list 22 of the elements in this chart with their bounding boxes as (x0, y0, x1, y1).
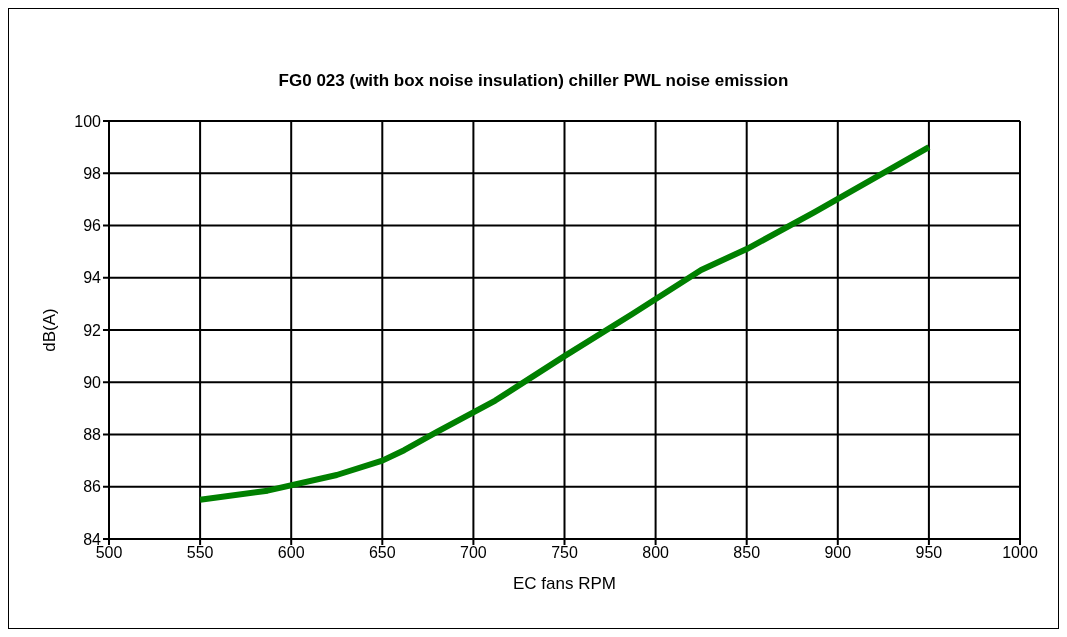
x-tick-label: 950 (915, 544, 943, 562)
y-tick-label: 86 (83, 478, 102, 496)
x-tick-label: 800 (642, 544, 670, 562)
y-tick-label: 94 (83, 269, 102, 287)
x-tick-label: 600 (277, 544, 305, 562)
x-tick-label: 750 (551, 544, 578, 562)
x-tick-label: 500 (95, 544, 123, 562)
x-tick-label: 1000 (1002, 544, 1038, 562)
x-tick-label: 550 (186, 544, 214, 562)
x-tick-label: 700 (460, 544, 487, 562)
y-tick-label: 88 (83, 426, 102, 444)
y-tick-label: 96 (83, 217, 102, 235)
y-axis-title: dB(A) (40, 308, 60, 352)
x-axis-title: EC fans RPM (513, 574, 616, 593)
y-tick-label: 100 (74, 112, 102, 130)
y-tick-label: 98 (83, 164, 102, 182)
x-tick-label: 850 (733, 544, 761, 562)
chart-title: FG0 023 (with box noise insulation) chiller PWL noise emission (277, 71, 790, 91)
y-tick-label: 90 (83, 373, 102, 391)
x-tick-label: 650 (368, 544, 396, 562)
x-tick-label: 900 (824, 544, 852, 562)
y-tick-label: 92 (83, 321, 102, 339)
